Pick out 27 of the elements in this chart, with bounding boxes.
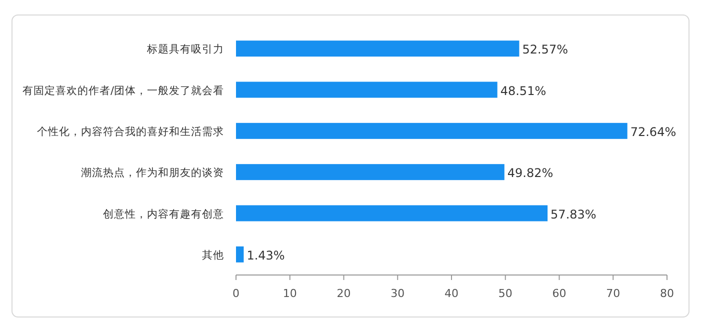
- data-label: 52.57%: [522, 42, 568, 57]
- x-tick-label: 30: [390, 287, 405, 300]
- x-tick-label: 10: [282, 287, 297, 300]
- x-tick-label: 70: [606, 287, 620, 300]
- bar: [236, 205, 548, 222]
- y-tick-label: 有固定喜欢的作者/团体，一般发了就会看: [22, 84, 224, 97]
- x-tick-label: 80: [660, 287, 674, 300]
- data-label: 49.82%: [507, 166, 554, 180]
- bar: [236, 40, 520, 57]
- y-tick-label: 创意性，内容有趣有创意: [103, 207, 224, 220]
- data-label: 48.51%: [500, 84, 546, 98]
- y-tick-label: 潮流热点，作为和朋友的谈资: [81, 166, 224, 180]
- y-tick-label: 其他: [202, 248, 224, 262]
- bar: [236, 122, 628, 139]
- x-tick-label: 40: [444, 287, 458, 300]
- x-tick-label: 50: [498, 287, 512, 300]
- data-label: 57.83%: [550, 207, 596, 222]
- data-label: 72.64%: [630, 124, 676, 139]
- x-tick-label: 0: [232, 287, 240, 300]
- x-tick-label: 60: [552, 287, 566, 300]
- bar: [236, 164, 504, 180]
- y-tick-label: 标题具有吸引力: [146, 42, 224, 56]
- y-tick-label: 个性化，内容符合我的喜好和生活需求: [37, 124, 224, 138]
- bar: [236, 246, 244, 262]
- bar: [236, 82, 498, 98]
- data-label: 1.43%: [246, 248, 285, 262]
- x-tick-label: 20: [336, 287, 351, 300]
